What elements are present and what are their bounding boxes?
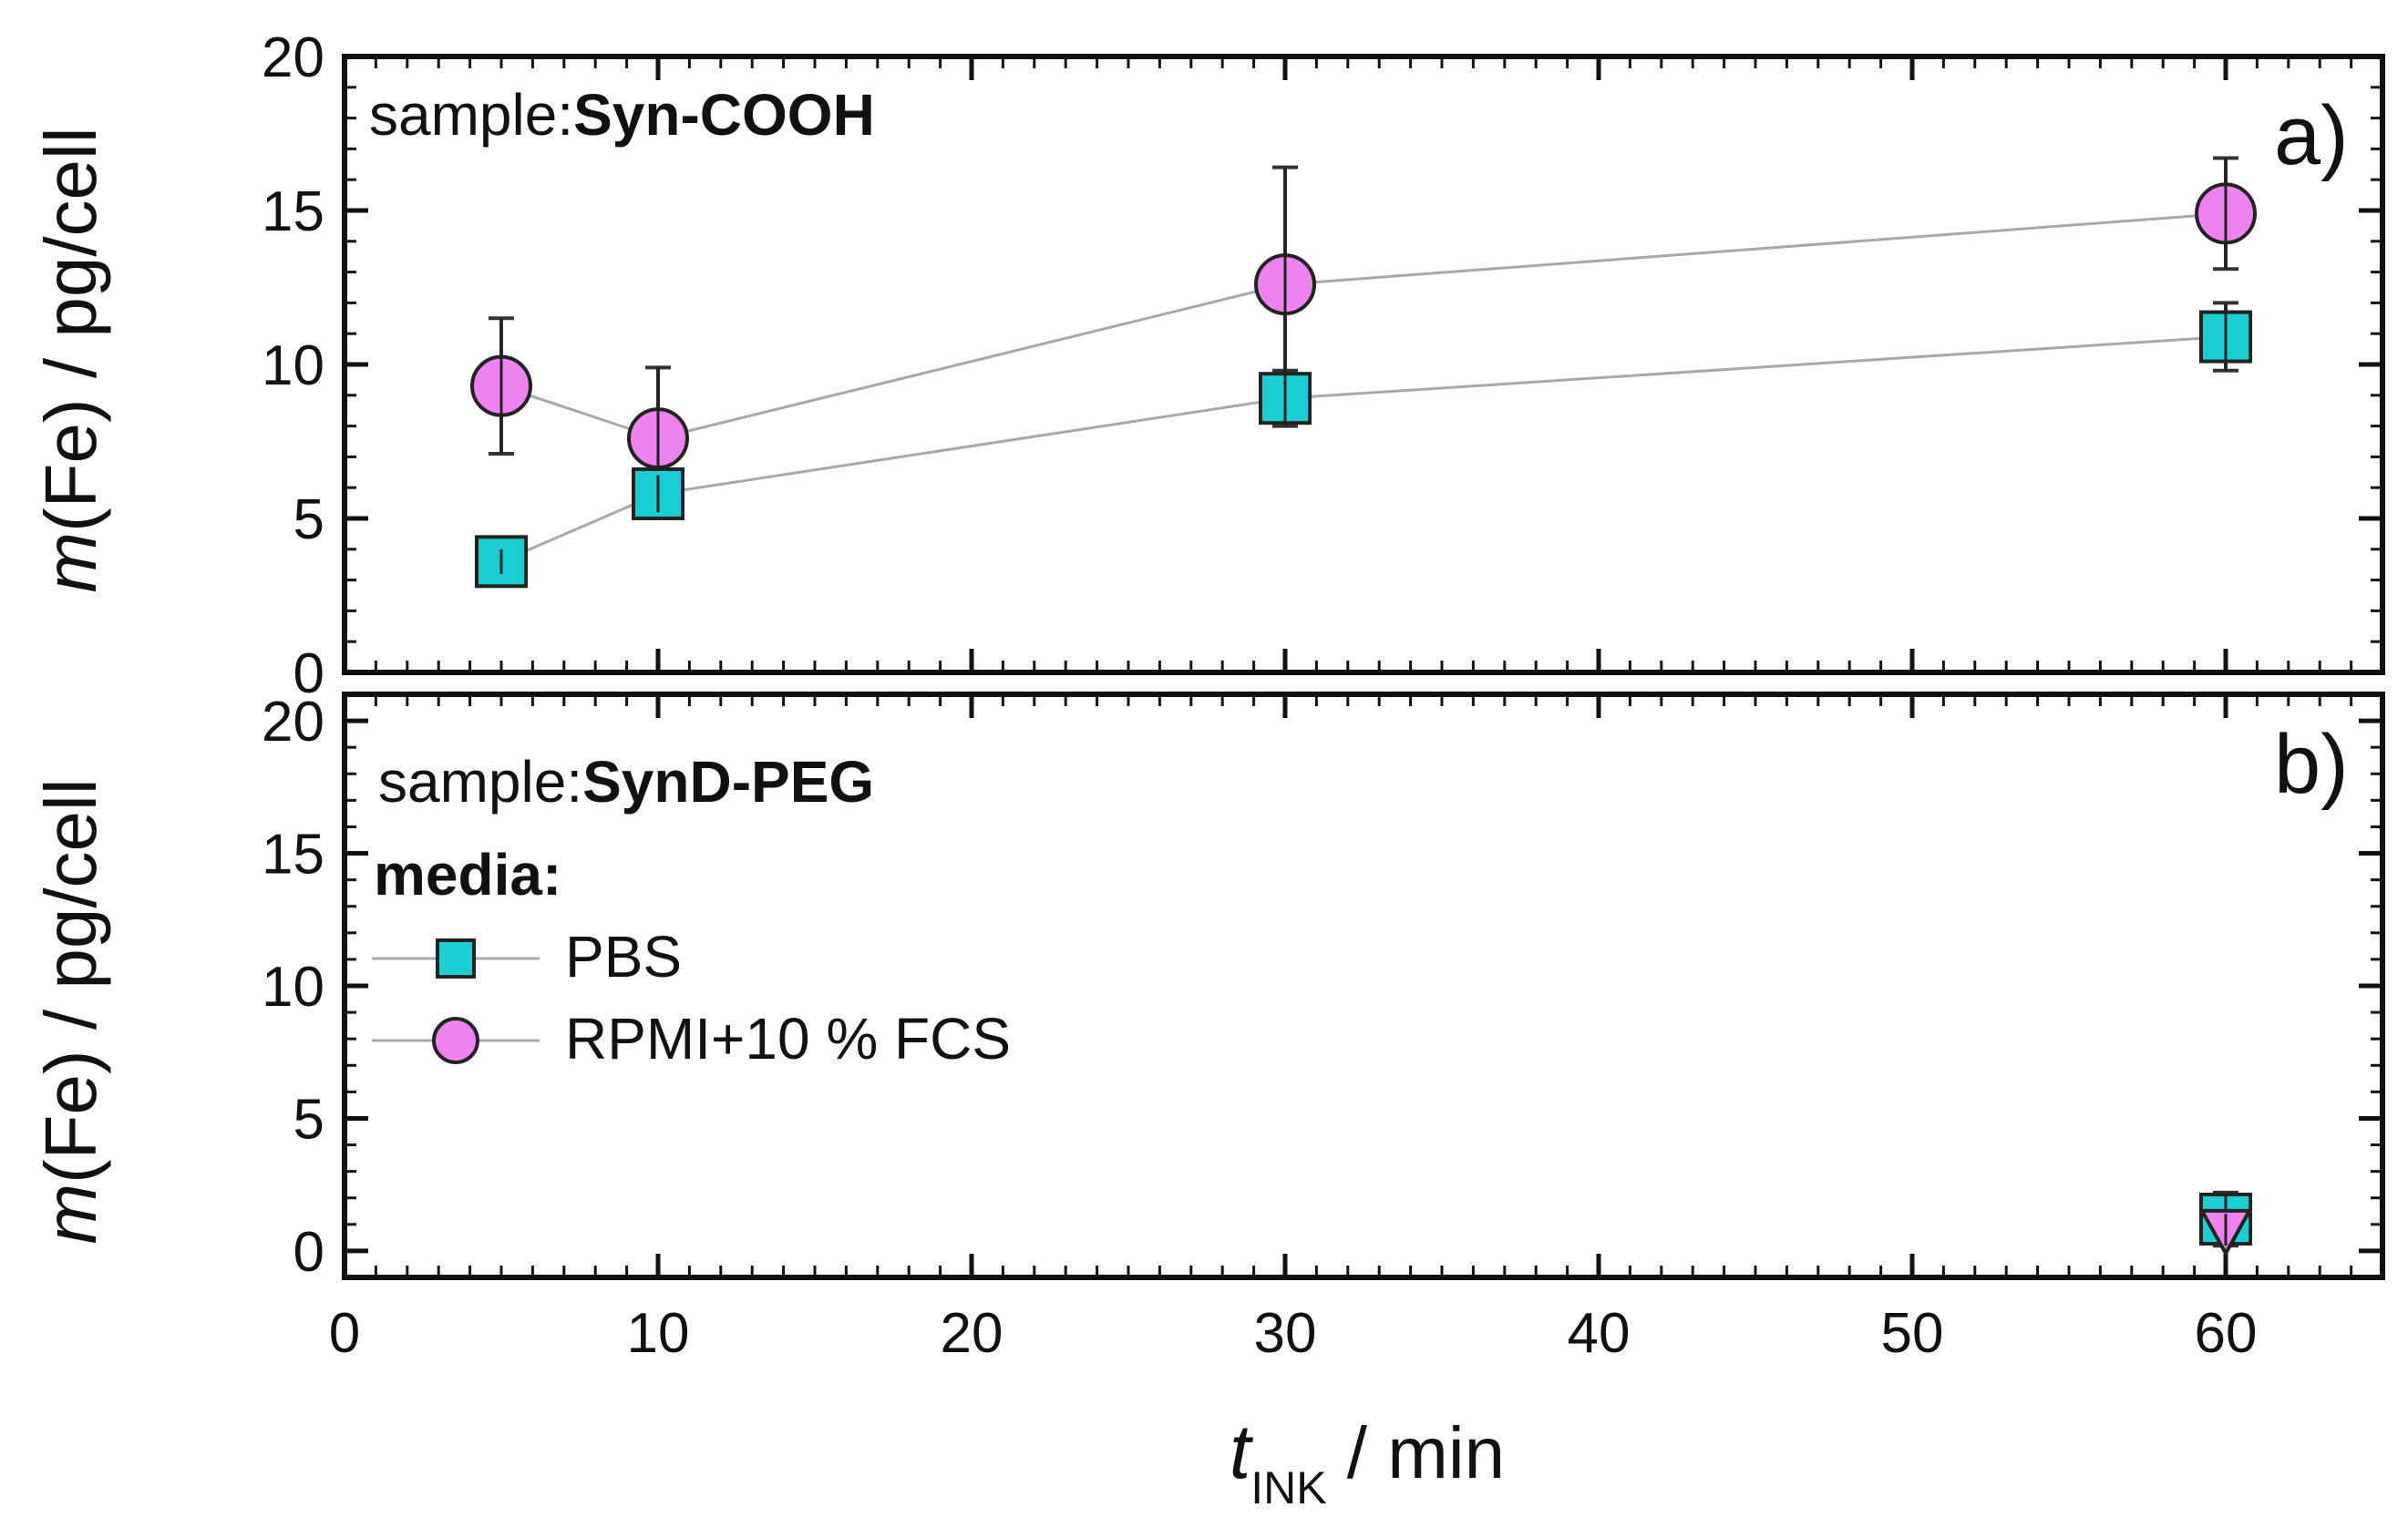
y-tick-label: 10 [262, 334, 324, 397]
panel-a-y-tick-labels: 0 5 10 15 20 [262, 26, 324, 705]
series-line-pbs [500, 335, 2227, 563]
panel-a-sample-text: sample:Syn-COOH [369, 82, 875, 148]
panel-a-marks [470, 156, 2257, 589]
x-tick-label: 10 [627, 1302, 690, 1365]
x-tick-label: 50 [1881, 1302, 1944, 1365]
legend-swatch-rpmi [432, 1017, 479, 1064]
panel-a-y-axis-title-italic: m [30, 532, 111, 593]
y-tick-label: 0 [293, 642, 324, 705]
x-tick-label: 30 [1254, 1302, 1317, 1365]
y-tick-label: 0 [293, 1221, 324, 1284]
panel-a-frame [342, 54, 2385, 675]
legend-label-rpmi: RPMI+10 % FCS [565, 1006, 1011, 1071]
y-tick-label: 20 [262, 26, 324, 89]
x-axis-title-subscript: INK [1250, 1462, 1326, 1513]
panel-a-series-lines [500, 211, 2227, 563]
panel-b-sample-text: sample:SynD-PEG [378, 749, 874, 815]
y-tick-label: 5 [293, 488, 324, 551]
x-tick-label: 20 [941, 1302, 1003, 1365]
panel-b-sample-name: SynD-PEG [582, 749, 874, 815]
x-tick-label: 60 [2195, 1302, 2258, 1365]
panel-a-sample-prefix: sample: [369, 82, 573, 148]
panel-b-marks [2198, 1190, 2253, 1257]
legend: PBS RPMI+10 % FCS [565, 924, 1011, 1071]
x-tick-label: 40 [1568, 1302, 1631, 1365]
x-axis-title-rest: / min [1327, 1412, 1506, 1493]
legend-lines [372, 938, 540, 1064]
panel-a-sample-name: Syn-COOH [573, 82, 875, 148]
legend-swatch-pbs [436, 938, 476, 979]
panel-b-y-axis-title-italic: m [30, 1184, 111, 1245]
panel-b-y-tick-labels: 0 5 10 15 20 [262, 691, 324, 1284]
y-tick-label: 10 [262, 956, 324, 1019]
panel-b-frame [342, 692, 2385, 1280]
panel-b-y-axis-title: m(Fe) / pg/cell [30, 778, 111, 1244]
panel-a-y-axis-title: m(Fe) / pg/cell [30, 127, 111, 592]
y-tick-label: 15 [262, 824, 324, 887]
panel-b-y-axis-title-rest: (Fe) / pg/cell [30, 778, 111, 1184]
panel-a-y-axis-title-rest: (Fe) / pg/cell [30, 127, 111, 532]
panel-b-sample-prefix: sample: [378, 749, 582, 815]
series-line-rpmi [500, 211, 2227, 440]
y-tick-label: 5 [293, 1088, 324, 1151]
x-axis-title-italic: t [1230, 1409, 1254, 1494]
panel-b-label: b) [2274, 718, 2349, 811]
legend-title: media: [374, 842, 561, 907]
legend-label-pbs: PBS [565, 924, 682, 989]
panel-b-x-tick-labels: 0 10 20 30 40 50 60 [329, 1302, 2258, 1365]
x-axis-title: tINK / min [1230, 1409, 1505, 1513]
panel-a: 0 5 10 15 20 a) sample:Syn-COOH m(Fe) / pg/c… [30, 26, 2385, 705]
x-tick-label: 0 [329, 1302, 360, 1365]
panel-b: 0 5 10 15 20 0 10 20 30 40 50 60 b) sample:SynD-PE… [30, 691, 2385, 1513]
y-tick-label: 20 [262, 691, 324, 754]
y-tick-label: 15 [262, 180, 324, 243]
panel-a-label: a) [2274, 89, 2349, 182]
